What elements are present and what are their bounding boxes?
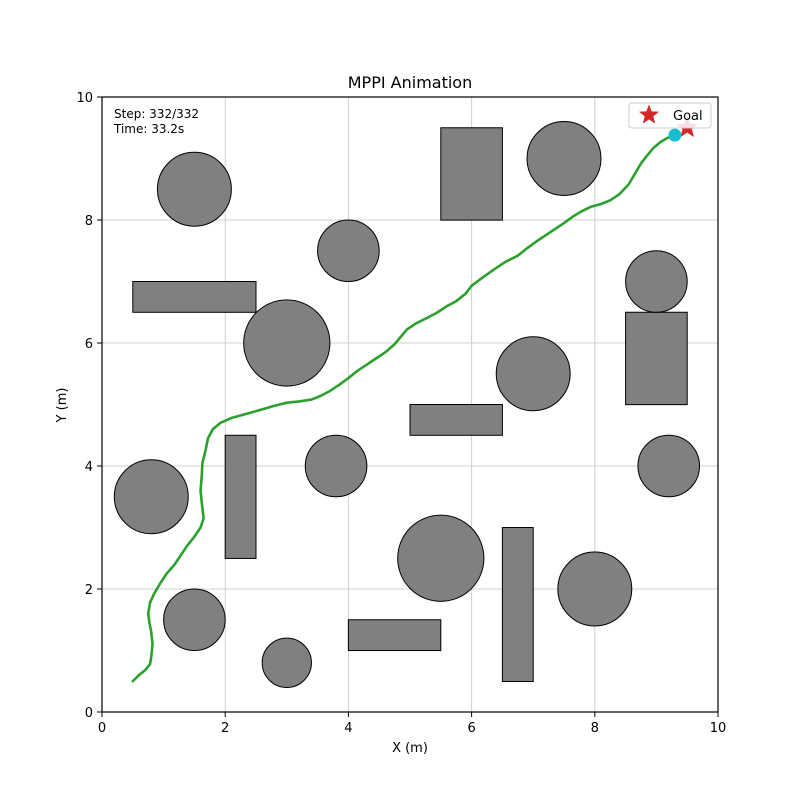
obstacles <box>113 121 701 688</box>
obstacle-circle <box>261 637 312 688</box>
y-tick-label: 2 <box>85 583 93 598</box>
y-axis-label: Y (m) <box>55 388 70 424</box>
obstacle-rectangle <box>625 311 688 406</box>
legend-goal-star-icon <box>638 104 660 124</box>
y-tick-label: 0 <box>85 706 93 721</box>
x-tick-label: 2 <box>221 721 229 736</box>
obstacle-rectangle <box>501 527 534 682</box>
obstacle-rectangle <box>132 281 257 313</box>
robot-path-line <box>131 133 677 683</box>
y-tick-label: 6 <box>85 337 93 352</box>
y-tick-label: 4 <box>85 460 93 475</box>
obstacle-circle <box>397 514 485 602</box>
obstacle-circle <box>304 434 368 498</box>
x-tick-label: 0 <box>98 721 106 736</box>
legend-goal-label: Goal <box>673 109 703 124</box>
plot-area <box>101 96 719 713</box>
obstacle-rectangle <box>347 619 442 652</box>
step-readout: Step: 332/332 <box>114 107 199 121</box>
obstacle-circle <box>163 588 226 652</box>
time-readout: Time: 33.2s <box>113 122 184 136</box>
y-tick-label: 10 <box>76 91 93 106</box>
obstacle-rectangle <box>440 127 503 221</box>
robot-position-marker <box>668 128 682 142</box>
obstacle-circle <box>637 434 701 498</box>
obstacle-circle <box>243 299 331 387</box>
x-axis-label: X (m) <box>392 741 428 756</box>
legend-star-mark <box>638 104 660 124</box>
obstacle-circle <box>557 551 633 627</box>
x-tick-label: 8 <box>591 721 599 736</box>
obstacle-circle <box>625 250 688 313</box>
x-tick-label: 6 <box>467 721 475 736</box>
chart-title: MPPI Animation <box>348 73 472 92</box>
obstacle-circle <box>113 459 189 535</box>
obstacle-circle <box>495 336 571 412</box>
obstacle-circle <box>156 151 232 227</box>
x-tick-label: 4 <box>344 721 352 736</box>
y-tick-label: 8 <box>85 214 93 229</box>
obstacle-circle <box>526 121 602 196</box>
obstacle-circle <box>317 219 380 283</box>
trajectory <box>131 133 677 683</box>
plot-frame <box>101 96 719 713</box>
obstacle-rectangle <box>409 404 503 436</box>
axis-ticks: 0 2 4 6 8 10 0 2 4 6 8 10 <box>76 91 726 736</box>
x-tick-label: 10 <box>710 721 727 736</box>
obstacle-rectangle <box>224 434 257 559</box>
legend: Goal <box>628 102 712 129</box>
